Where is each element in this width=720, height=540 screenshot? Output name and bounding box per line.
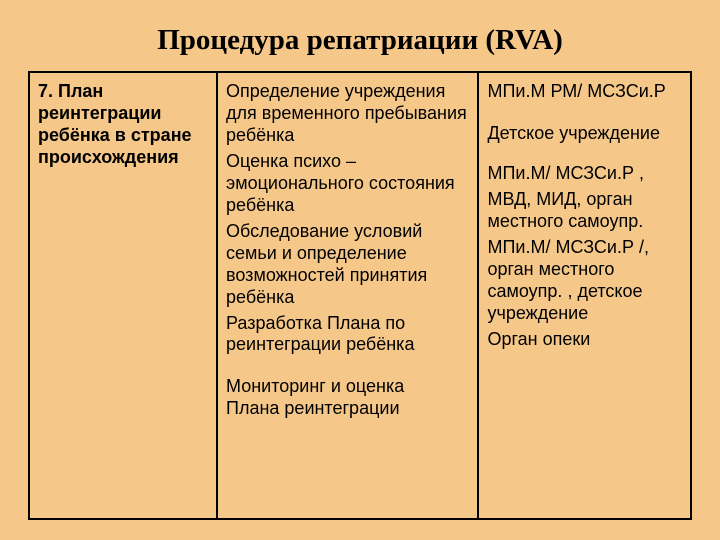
- col2-p3: Обследование условий семьи и определение…: [226, 221, 469, 309]
- item-number: 7.: [38, 81, 58, 101]
- col3-p6: Орган опеки: [487, 329, 682, 351]
- col2-p4: Разработка Плана по реинтеграции ребёнка: [226, 313, 469, 357]
- slide: Процедура репатриации (RVA) 7. План реин…: [0, 0, 720, 540]
- table-row: 7. План реинтеграции ребёнка в стране пр…: [29, 72, 691, 519]
- col2-p1: Определение учреждения для временного пр…: [226, 81, 469, 147]
- col2-p2: Оценка психо – эмоционального состояния …: [226, 151, 469, 217]
- col2-p5-1: Мониторинг и оценка: [226, 376, 469, 398]
- slide-title: Процедура репатриации (RVA): [28, 24, 692, 57]
- cell-col2: Определение учреждения для временного пр…: [217, 72, 478, 519]
- col3-p2: Детское учреждение: [487, 123, 682, 145]
- col3-p3: МПи.М/ МСЗСи.Р ,: [487, 163, 682, 185]
- col3-p1: МПи.М РМ/ МСЗСи.Р: [487, 81, 682, 103]
- content-table: 7. План реинтеграции ребёнка в стране пр…: [28, 71, 692, 520]
- col1-line4: происхождения: [38, 147, 208, 169]
- col3-p5: МПи.М/ МСЗСи.Р /, орган местного самоупр…: [487, 237, 682, 325]
- col1-line1: План: [58, 81, 103, 101]
- cell-col1: 7. План реинтеграции ребёнка в стране пр…: [29, 72, 217, 519]
- col1-line2: реинтеграции: [38, 103, 208, 125]
- col2-p5-2: Плана реинтеграции: [226, 398, 469, 420]
- col3-p4: МВД, МИД, орган местного самоупр.: [487, 189, 682, 233]
- col1-line3: ребёнка в стране: [38, 125, 208, 147]
- cell-col3: МПи.М РМ/ МСЗСи.Р Детское учреждение МПи…: [478, 72, 691, 519]
